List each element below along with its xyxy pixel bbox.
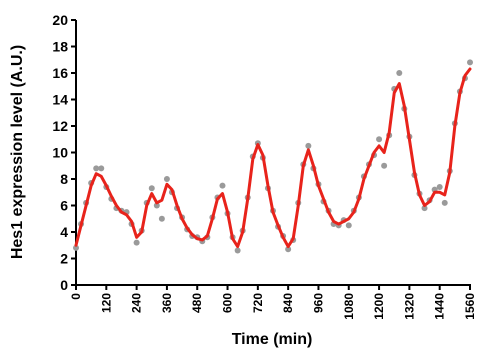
data-point	[305, 142, 312, 149]
x-tick-label: 600	[221, 293, 235, 313]
x-tick-label: 1440	[433, 293, 447, 320]
y-tick-label: 6	[60, 198, 68, 214]
x-tick-label: 840	[281, 293, 295, 313]
x-tick-label: 1200	[372, 293, 386, 320]
data-point	[133, 239, 140, 246]
data-point	[436, 183, 443, 190]
y-tick-label: 10	[52, 145, 68, 161]
data-point	[381, 162, 388, 169]
x-tick-label: 1560	[463, 293, 477, 320]
data-point	[158, 215, 165, 222]
x-axis-label: Time (min)	[232, 331, 313, 348]
data-point	[93, 165, 100, 172]
y-tick-label: 18	[52, 39, 68, 55]
data-point	[345, 222, 352, 229]
data-point	[98, 165, 105, 172]
data-point	[234, 247, 241, 254]
x-tick-label: 1080	[342, 293, 356, 320]
data-point	[219, 182, 226, 189]
y-tick-label: 20	[52, 12, 68, 28]
data-point	[153, 202, 160, 209]
x-tick-label: 480	[190, 293, 204, 313]
y-axis-label: Hes1 expression level (A.U.)	[9, 45, 26, 259]
x-tick-label: 960	[311, 293, 325, 313]
data-point	[441, 199, 448, 206]
fit-line	[74, 67, 472, 249]
x-tick-label: 120	[99, 293, 113, 313]
y-tick-label: 2	[60, 251, 68, 267]
data-point	[396, 70, 403, 76]
y-tick-label: 4	[60, 224, 68, 240]
y-tick-label: 16	[52, 65, 68, 81]
y-tick-label: 14	[52, 92, 68, 108]
x-tick-label: 360	[160, 293, 174, 313]
data-point	[421, 205, 428, 212]
y-tick-label: 8	[60, 171, 68, 187]
data-point	[376, 136, 383, 143]
x-tick-label: 240	[130, 293, 144, 313]
x-tick-label: 0	[69, 293, 83, 300]
data-point	[148, 185, 155, 192]
x-tick-label: 720	[251, 293, 265, 313]
data-point	[163, 176, 170, 182]
data-point	[467, 59, 473, 66]
y-tick-label: 0	[60, 277, 68, 293]
data-point	[73, 244, 79, 251]
data-point	[285, 246, 292, 253]
y-tick-label: 12	[52, 118, 68, 134]
x-tick-label: 1320	[402, 293, 416, 320]
